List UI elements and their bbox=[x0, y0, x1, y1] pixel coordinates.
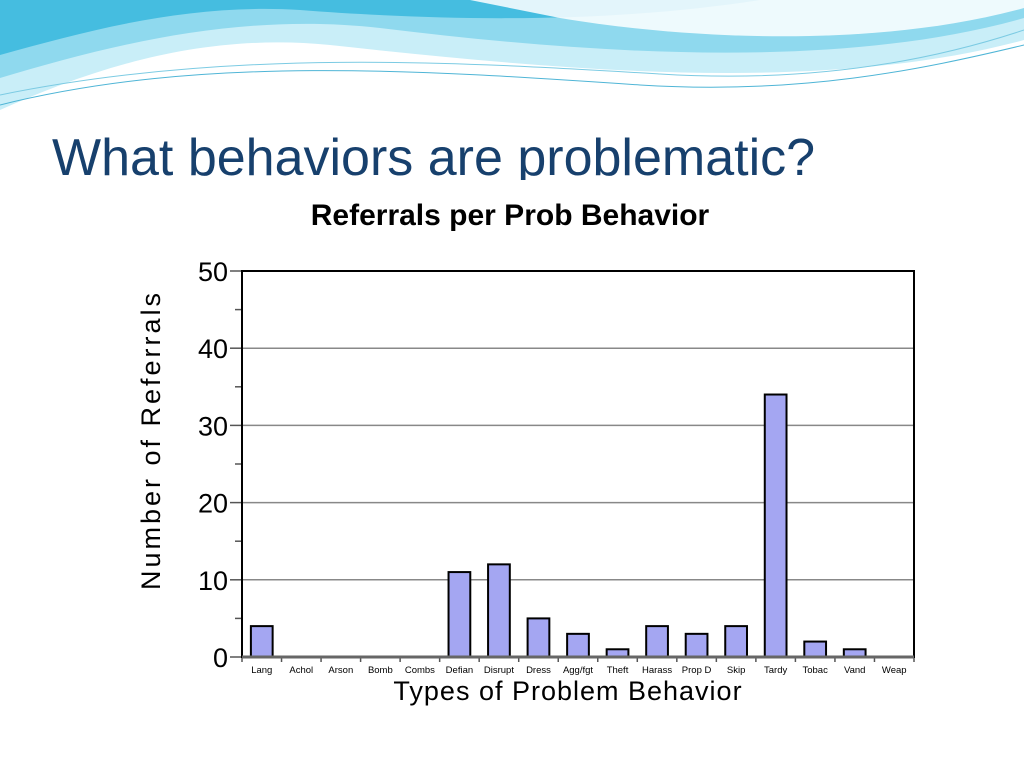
x-tick-label: Harass bbox=[642, 665, 672, 676]
bar bbox=[645, 625, 669, 658]
bar bbox=[566, 632, 590, 658]
x-tick-label: Tardy bbox=[764, 665, 787, 676]
y-tick-label: 40 bbox=[198, 334, 228, 364]
y-axis-label: Number of Referrals bbox=[136, 290, 166, 590]
x-tick-label: Achol bbox=[289, 665, 313, 676]
bar bbox=[487, 563, 511, 658]
y-tick-label: 30 bbox=[198, 411, 228, 441]
axes bbox=[230, 270, 915, 662]
x-tick-label: Combs bbox=[405, 665, 435, 676]
bar bbox=[803, 640, 828, 658]
bars bbox=[249, 393, 867, 659]
chart-title: Referrals per Prob Behavior bbox=[311, 199, 710, 232]
plot-frame bbox=[241, 270, 915, 658]
slide-title: What behaviors are problematic? bbox=[52, 129, 816, 187]
x-tick-label: Bomb bbox=[368, 665, 393, 676]
bar bbox=[249, 625, 274, 658]
x-axis-label: Types of Problem Behavior bbox=[393, 676, 742, 706]
y-tick-label: 50 bbox=[198, 257, 228, 287]
y-tick-label: 0 bbox=[213, 643, 228, 673]
decorative-wave-banner bbox=[0, 0, 1024, 110]
bar-chart: Referrals per Prob Behavior 01020304050 … bbox=[136, 199, 915, 706]
bar bbox=[724, 625, 748, 658]
x-tick-label: Theft bbox=[607, 665, 629, 676]
x-tick-label: Agg/fgt bbox=[563, 665, 593, 676]
bar bbox=[526, 617, 551, 658]
x-tick-label: Lang bbox=[251, 665, 272, 676]
x-tick-label: Prop D bbox=[682, 665, 712, 676]
bar bbox=[763, 393, 788, 659]
x-tick-label: Vand bbox=[844, 665, 865, 676]
gridlines bbox=[242, 270, 914, 581]
x-tick-label: Dress bbox=[526, 665, 551, 676]
x-tick-label: Defian bbox=[446, 665, 473, 676]
x-tick-label: Skip bbox=[727, 665, 745, 676]
chart-panel: Referrals per Prob Behavior 0 10 20 30 40 50 … bbox=[68, 180, 972, 750]
x-tick-label: Weap bbox=[882, 665, 907, 676]
x-tick-label: Tobac bbox=[802, 665, 828, 676]
y-tick-label: 20 bbox=[198, 489, 228, 519]
x-tick-label: Disrupt bbox=[484, 665, 514, 676]
x-tick-labels: Lang Achol Arson Bomb Combs Defian Disrupt Dres… bbox=[251, 665, 906, 676]
y-tick-labels: 0 10 20 30 40 50 bbox=[198, 257, 228, 673]
x-tick-label: Arson bbox=[328, 665, 353, 676]
bar bbox=[684, 632, 709, 658]
bar bbox=[447, 571, 472, 658]
y-tick-label: 10 bbox=[198, 566, 228, 596]
